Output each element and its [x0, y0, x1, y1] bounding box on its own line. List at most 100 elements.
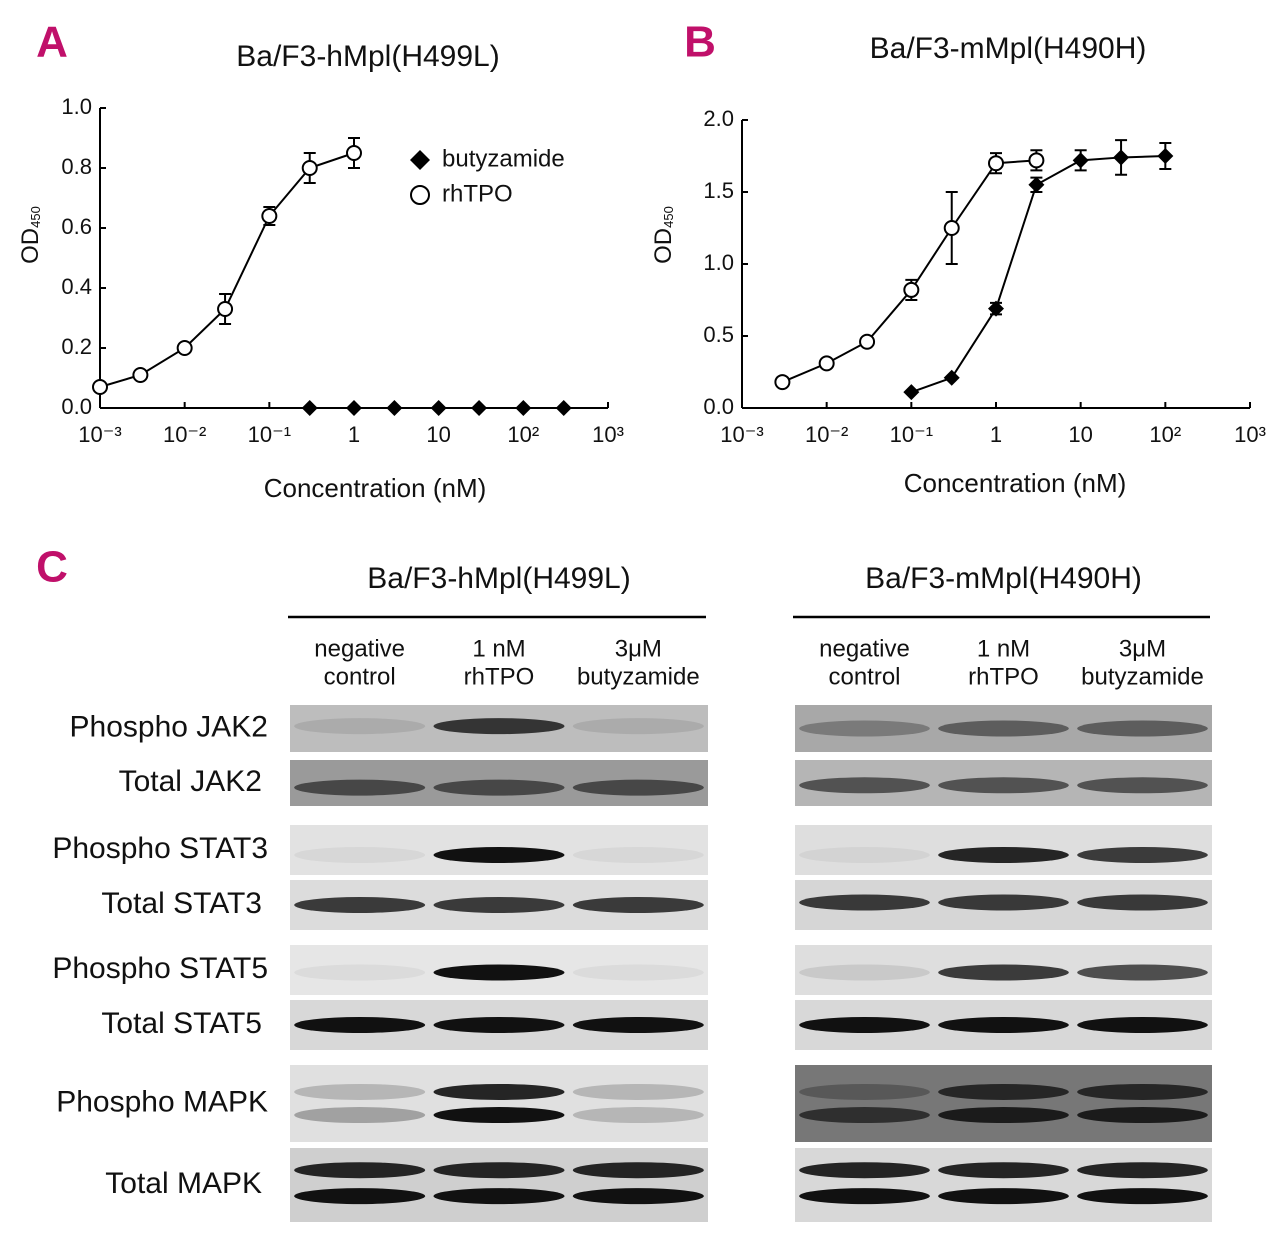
marker-circle	[774, 374, 791, 391]
marker-circle	[132, 367, 149, 383]
lane-label: rhTPO	[464, 663, 535, 690]
marker-diamond	[346, 400, 362, 416]
y-tick-label: 0.2	[61, 334, 92, 359]
blot-band	[294, 847, 426, 863]
x-tick-label: 10⁻³	[78, 422, 121, 447]
marker-diamond	[386, 400, 403, 416]
y-tick-label: 1.0	[703, 250, 734, 275]
marker-circle	[988, 155, 1004, 172]
y-tick-label: 0.8	[61, 154, 92, 179]
blot-band	[1077, 1083, 1208, 1100]
blot-band	[433, 964, 565, 981]
x-tick-label: 10³	[592, 422, 624, 447]
y-tick-label: 0.0	[61, 394, 92, 419]
blot-strip	[290, 1148, 708, 1222]
blot-band	[294, 1107, 426, 1124]
panel-letter: C	[36, 543, 68, 592]
y-tick-label: 0.0	[703, 394, 734, 419]
blot-band	[1077, 777, 1208, 794]
row-label: Phospho STAT3	[52, 832, 268, 865]
blot-strip	[795, 1065, 1212, 1142]
blot-strip	[290, 1065, 708, 1142]
x-tick-label: 10⁻¹	[248, 422, 291, 447]
blot-band	[294, 1162, 426, 1179]
blot-band	[1077, 1107, 1208, 1124]
x-tick-label: 10²	[507, 422, 539, 447]
blot-band	[1077, 1188, 1208, 1205]
legend-label: rhTPO	[442, 180, 513, 207]
x-tick-label: 10⁻²	[163, 422, 206, 447]
blot-band	[1077, 720, 1208, 737]
row-label: Phospho STAT5	[52, 952, 268, 985]
blot-band	[938, 964, 1069, 981]
lane-label: butyzamide	[577, 663, 700, 690]
blot-band	[1077, 1017, 1208, 1033]
marker-diamond	[471, 400, 488, 416]
blot-band	[799, 720, 930, 737]
blot-band	[1077, 964, 1208, 981]
marker-circle	[818, 355, 835, 372]
row-label: Total STAT5	[101, 1007, 262, 1040]
y-tick-label: 1.0	[61, 94, 92, 119]
blot-band	[433, 779, 565, 796]
x-tick-label: 10³	[1234, 422, 1266, 447]
blot-band	[799, 964, 930, 981]
lane-label: 1 nM	[977, 635, 1030, 662]
marker-diamond	[515, 400, 532, 416]
blot-band	[294, 964, 426, 981]
marker-circle	[859, 333, 876, 350]
marker-circle	[943, 220, 960, 236]
blot-band	[294, 718, 426, 735]
marker-diamond	[1072, 152, 1089, 169]
blot-band	[433, 1083, 565, 1100]
marker-diamond	[430, 400, 447, 416]
marker-diamond	[988, 300, 1004, 317]
chart-title: Ba/F3-hMpl(H499L)	[236, 40, 499, 73]
blot-band	[799, 1083, 930, 1100]
marker-circle	[903, 281, 920, 298]
blot-band	[938, 1083, 1069, 1100]
row-label: Total JAK2	[119, 765, 262, 798]
blot-band	[433, 1107, 565, 1124]
marker-circle	[1028, 152, 1045, 169]
row-label: Phospho MAPK	[56, 1085, 268, 1118]
blot-band	[433, 897, 565, 913]
blot-band	[938, 720, 1069, 737]
blot-band	[938, 1162, 1069, 1179]
marker-diamond	[1157, 148, 1174, 164]
blot-band	[433, 847, 565, 863]
y-axis-label-main: OD	[650, 228, 677, 264]
blot-band	[433, 1188, 565, 1205]
lane-label: negative	[314, 635, 405, 662]
blot-band	[572, 1083, 704, 1100]
lane-label: negative	[819, 635, 910, 662]
blot-band	[294, 1083, 426, 1100]
y-tick-label: 2.0	[703, 106, 734, 131]
blot-band	[572, 964, 704, 981]
blot-band	[572, 1188, 704, 1205]
lane-label: control	[828, 663, 900, 690]
marker-diamond	[555, 400, 572, 416]
y-axis-label: OD450	[17, 206, 44, 264]
y-axis-label-sub: 450	[661, 206, 676, 228]
marker-circle	[92, 379, 108, 395]
lane-label: butyzamide	[1081, 663, 1204, 690]
y-axis-label-main: OD	[17, 228, 44, 264]
marker-circle	[346, 145, 362, 161]
y-axis-label-sub: 450	[28, 206, 43, 228]
blot-band	[294, 1188, 426, 1205]
blot-band	[799, 1162, 930, 1179]
blot-band	[572, 1162, 704, 1179]
blot-band	[938, 894, 1069, 911]
marker-diamond	[943, 369, 960, 386]
blot-band	[799, 777, 930, 794]
marker-circle	[176, 340, 193, 356]
blot-band	[799, 1107, 930, 1124]
lane-label: rhTPO	[968, 663, 1039, 690]
blot-band	[572, 1017, 704, 1033]
x-tick-label: 10	[426, 422, 450, 447]
blot-band	[433, 1017, 565, 1033]
marker-circle	[301, 160, 318, 176]
lane-label: 3μM	[615, 635, 662, 662]
x-axis-label: Concentration (nM)	[264, 473, 487, 503]
